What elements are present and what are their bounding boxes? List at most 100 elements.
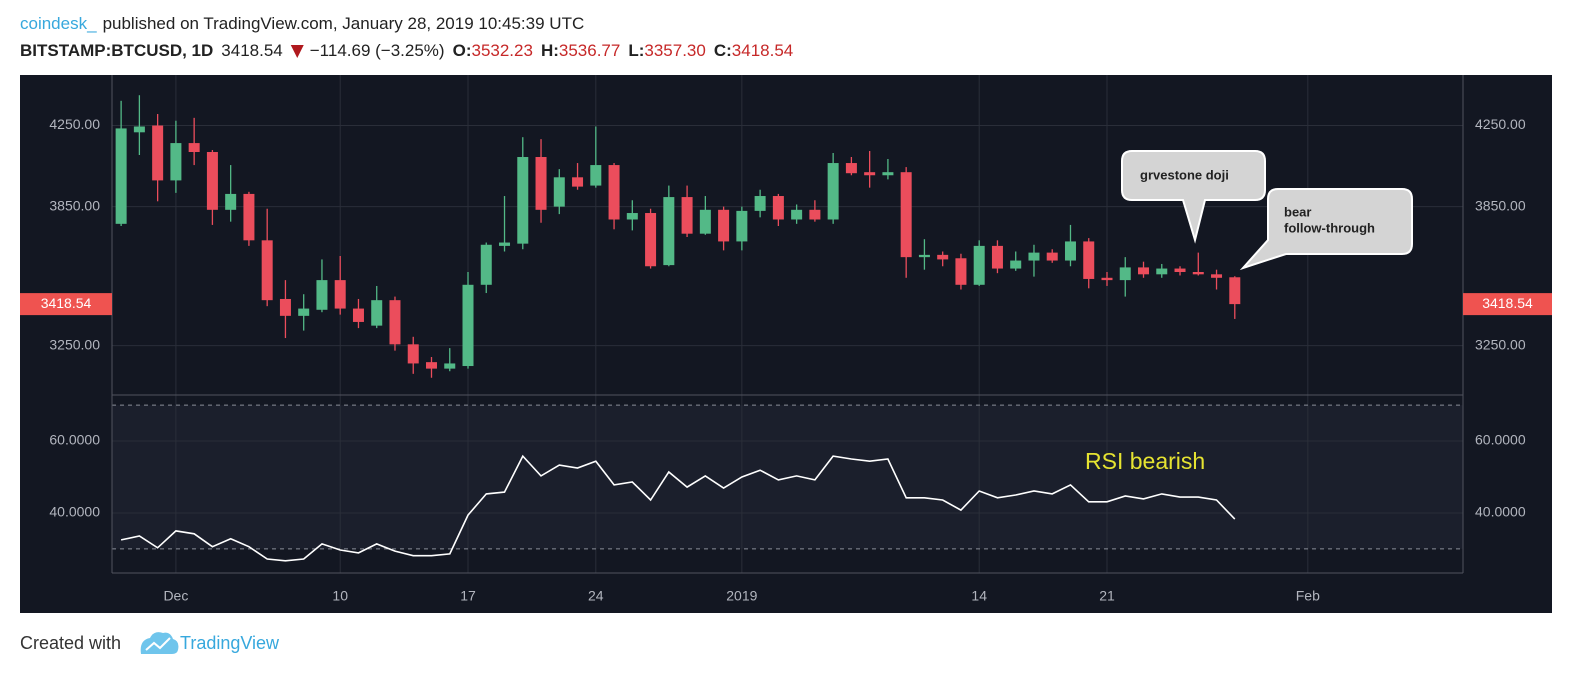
candle-body bbox=[937, 254, 949, 260]
candle-body bbox=[279, 298, 291, 316]
candle-body bbox=[407, 344, 419, 364]
callout-text: grvestone doji bbox=[1140, 167, 1229, 182]
candle-body bbox=[261, 240, 273, 301]
logo-cloud bbox=[140, 632, 179, 654]
close-key: C: bbox=[714, 41, 732, 60]
candle-body bbox=[1192, 272, 1204, 275]
candle-body bbox=[517, 157, 529, 244]
high-value: 3536.77 bbox=[559, 41, 620, 60]
y-tick-label: 3250.00 bbox=[49, 336, 100, 352]
candle-body bbox=[1229, 277, 1241, 305]
candle-body bbox=[1119, 267, 1131, 281]
change: −114.69 (−3.25%) bbox=[310, 41, 445, 60]
candle-body bbox=[1138, 267, 1150, 275]
candle-body bbox=[1211, 274, 1223, 278]
price-badge-label: 3418.54 bbox=[1482, 295, 1533, 311]
candle-body bbox=[882, 172, 894, 176]
candle-body bbox=[1028, 252, 1040, 261]
candle-body bbox=[626, 213, 638, 220]
candle-body bbox=[572, 177, 584, 187]
x-tick-label: Dec bbox=[163, 588, 188, 604]
candle-body bbox=[736, 210, 748, 242]
rsi-tick-label: 40.0000 bbox=[1475, 504, 1526, 520]
x-tick-label: Feb bbox=[1296, 588, 1320, 604]
candle-body bbox=[170, 143, 182, 181]
candle-body bbox=[1156, 268, 1168, 275]
candle-body bbox=[973, 245, 985, 285]
candle-body bbox=[152, 125, 164, 181]
candle-body bbox=[864, 172, 876, 176]
candle-body bbox=[608, 165, 620, 220]
candle-body bbox=[553, 177, 565, 207]
callout-text: bear bbox=[1284, 204, 1311, 219]
candle-body bbox=[188, 143, 200, 153]
candle-body bbox=[206, 152, 218, 210]
candle-body bbox=[499, 242, 511, 246]
x-tick-label: 24 bbox=[588, 588, 604, 604]
candle-body bbox=[444, 363, 456, 369]
candle-body bbox=[316, 280, 328, 310]
candle-body bbox=[225, 193, 237, 210]
x-tick-label: 14 bbox=[971, 588, 987, 604]
candle-body bbox=[718, 209, 730, 242]
header-line: coindesk_ published on TradingView.com, J… bbox=[20, 14, 584, 33]
candle-body bbox=[425, 362, 437, 369]
candle-body bbox=[754, 196, 766, 211]
candle-body bbox=[389, 300, 401, 345]
rsi-annotation: RSI bearish bbox=[1085, 448, 1205, 474]
open-value: 3532.23 bbox=[471, 41, 532, 60]
plot: Dec 10 17 24 2019 14 21 Feb 3250.00 3250.00 3850.0… bbox=[20, 75, 1552, 604]
y-tick-label: 3250.00 bbox=[1475, 336, 1526, 352]
rsi-tick-label: 60.0000 bbox=[49, 432, 100, 448]
footer-brand: TradingView bbox=[180, 633, 280, 653]
candle-body bbox=[243, 193, 255, 241]
low-value: 3357.30 bbox=[644, 41, 705, 60]
candle-body bbox=[1064, 241, 1076, 261]
candle-body bbox=[133, 126, 145, 133]
rsi-line bbox=[120, 454, 1236, 562]
footer-text: Created with bbox=[20, 633, 121, 653]
candle-body bbox=[590, 165, 602, 186]
candle-body bbox=[772, 196, 784, 220]
candle-body bbox=[371, 300, 383, 326]
candle-body bbox=[791, 209, 803, 220]
candle-body bbox=[334, 280, 346, 309]
symbol: BITSTAMP:BTCUSD, 1D bbox=[20, 41, 213, 60]
rsi-tick-label: 40.0000 bbox=[49, 504, 100, 520]
high-key: H: bbox=[541, 41, 559, 60]
candle-body bbox=[955, 258, 967, 285]
candle-body bbox=[115, 128, 127, 224]
rsi-tick-label: 60.0000 bbox=[1475, 432, 1526, 448]
y-tick-label: 3850.00 bbox=[1475, 197, 1526, 213]
candle-body bbox=[900, 172, 912, 258]
candle-body bbox=[663, 197, 675, 266]
close-value: 3418.54 bbox=[732, 41, 793, 60]
price-badge-label: 3418.54 bbox=[41, 295, 92, 311]
candle-body bbox=[1174, 268, 1186, 273]
down-arrow bbox=[290, 45, 304, 58]
candle-body bbox=[809, 209, 821, 220]
candle-body bbox=[298, 308, 310, 316]
candle-body bbox=[535, 157, 547, 210]
y-tick-label: 4250.00 bbox=[49, 116, 100, 132]
candle-body bbox=[1083, 241, 1095, 279]
candle-body bbox=[918, 254, 930, 258]
author: coindesk_ bbox=[20, 14, 97, 33]
price-badge bbox=[1463, 293, 1552, 316]
candle-body bbox=[827, 163, 839, 220]
candle-body bbox=[699, 209, 711, 234]
x-tick-label: 2019 bbox=[726, 588, 757, 604]
low-key: L: bbox=[628, 41, 644, 60]
callout: grvestone doji bbox=[1121, 150, 1266, 244]
candle-body bbox=[352, 308, 364, 322]
price-badge bbox=[20, 293, 112, 316]
callout-box bbox=[1121, 150, 1266, 244]
y-tick-label: 3850.00 bbox=[49, 197, 100, 213]
ohlc-line: −114.69 (−3.25%) O:3532.23 H:3536.77 L:3357… bbox=[310, 41, 794, 60]
y-tick-label: 4250.00 bbox=[1475, 116, 1526, 132]
candle-body bbox=[1101, 277, 1113, 281]
candle-body bbox=[845, 163, 857, 174]
last-price: 3418.54 bbox=[221, 41, 282, 60]
callout-text: follow-through bbox=[1284, 220, 1375, 235]
